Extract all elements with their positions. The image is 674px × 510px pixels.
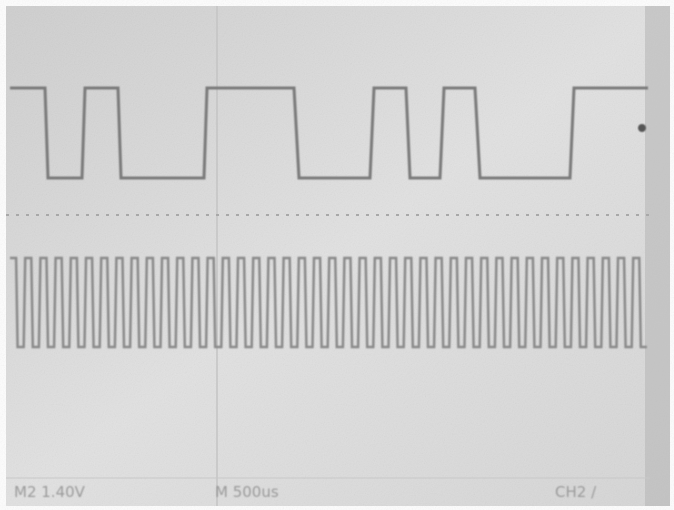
- page: M2 1.40V M 500us CH2 / (() => { const da…: [0, 0, 674, 510]
- screen-noise: [6, 6, 670, 506]
- channel-scale: M2 1.40V: [14, 483, 86, 501]
- oscilloscope-photo: M2 1.40V M 500us CH2 /: [0, 0, 674, 510]
- trigger-info: CH2 /: [555, 483, 597, 501]
- timebase: M 500us: [215, 483, 279, 501]
- trigger-marker: [638, 124, 646, 132]
- screen-edge: [645, 6, 670, 506]
